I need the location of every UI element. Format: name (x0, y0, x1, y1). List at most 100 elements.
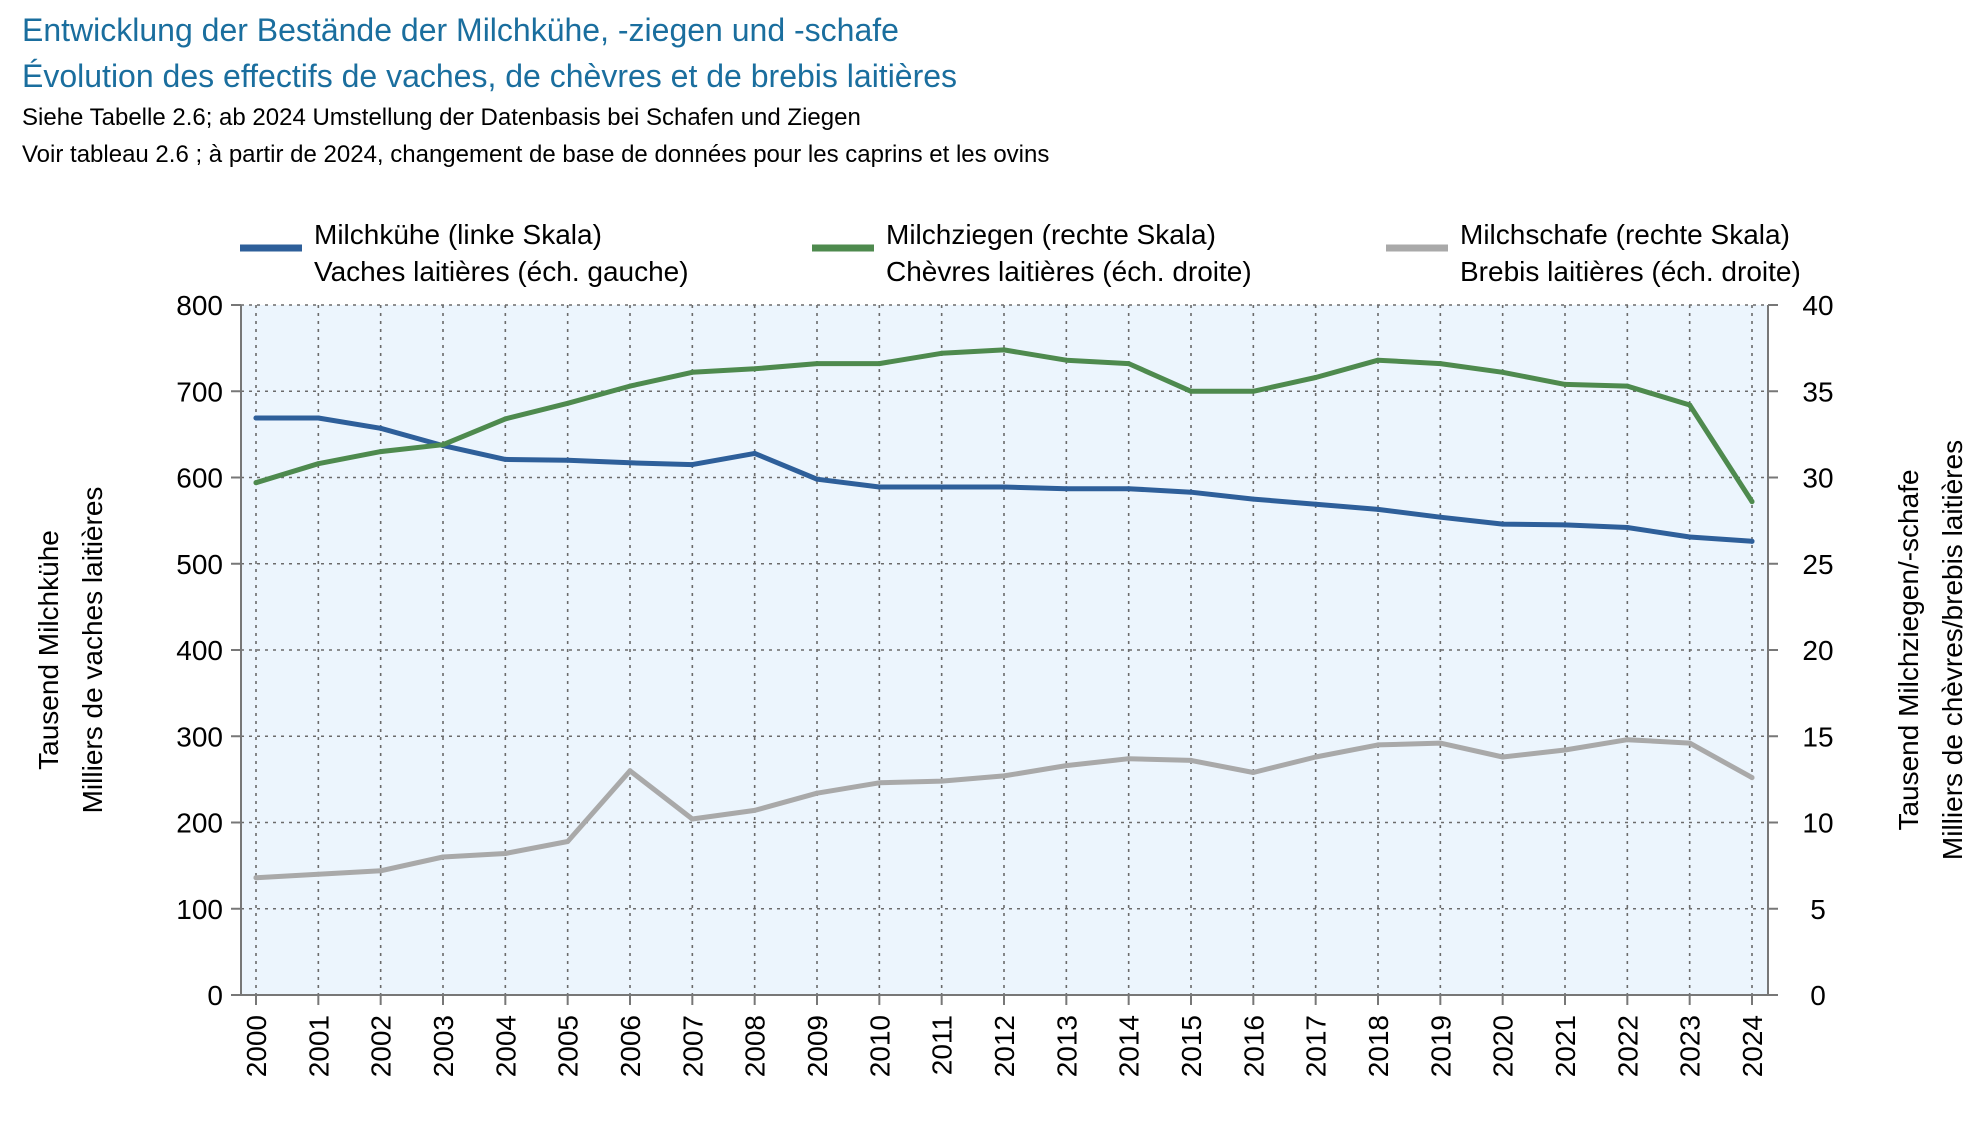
series-1-point (814, 476, 820, 482)
y-left-axis-title-fr: Milliers de vaches laitières (77, 487, 108, 814)
series-3-point (1624, 737, 1630, 743)
series-3-point (440, 854, 446, 860)
x-tick-label: 2000 (241, 1015, 272, 1077)
series-1-point (939, 484, 945, 490)
legend-label-de-2: Milchziegen (rechte Skala) (886, 219, 1216, 250)
y-left-axis-title-de: Tausend Milchkühe (33, 530, 64, 770)
series-1-point (1749, 538, 1755, 544)
series-2-point (1063, 357, 1069, 363)
x-tick-label: 2019 (1425, 1015, 1456, 1077)
series-1-point (627, 460, 633, 466)
x-tick-label: 2014 (1114, 1015, 1145, 1077)
x-tick-label: 2017 (1301, 1015, 1332, 1077)
y-right-tick-label: 25 (1802, 549, 1833, 580)
chart-note-fr: Voir tableau 2.6 ; à partir de 2024, cha… (22, 141, 1050, 168)
series-2-point (752, 366, 758, 372)
y-left-tick-label: 400 (176, 635, 223, 666)
series-1-point (315, 415, 321, 421)
y-right-tick-label: 20 (1802, 635, 1833, 666)
y-left-tick-label: 600 (176, 463, 223, 494)
series-2-point (1188, 388, 1194, 394)
chart-title-fr: Évolution des effectifs de vaches, de ch… (22, 58, 958, 94)
series-1-point (1562, 522, 1568, 528)
series-3-point (876, 780, 882, 786)
series-1-point (1687, 534, 1693, 540)
x-tick-label: 2024 (1737, 1015, 1768, 1077)
y-right-axis-title-de: Tausend Milchziegen/-schafe (1893, 469, 1924, 830)
x-tick-label: 2003 (428, 1015, 459, 1077)
series-2-point (1001, 347, 1007, 353)
series-2-point (502, 416, 508, 422)
x-tick-label: 2012 (989, 1015, 1020, 1077)
y-right-tick-label: 15 (1802, 721, 1833, 752)
series-2-point (1437, 361, 1443, 367)
series-3-point (627, 768, 633, 774)
y-left-tick-label: 300 (176, 721, 223, 752)
series-1-point (378, 425, 384, 431)
series-1-point (1437, 514, 1443, 520)
series-2-point (876, 361, 882, 367)
x-tick-label: 2016 (1238, 1015, 1269, 1077)
legend-label-de-1: Milchkühe (linke Skala) (314, 219, 602, 250)
y-left-tick-label: 200 (176, 808, 223, 839)
legend-label-de-3: Milchschafe (rechte Skala) (1460, 219, 1790, 250)
series-3-point (1250, 769, 1256, 775)
series-2-point (315, 461, 321, 467)
chart-title-de: Entwicklung der Bestände der Milchkühe, … (22, 12, 899, 48)
x-tick-label: 2008 (740, 1015, 771, 1077)
series-3-point (565, 838, 571, 844)
series-3-point (1375, 742, 1381, 748)
series-1-point (1313, 501, 1319, 507)
x-tick-label: 2009 (802, 1015, 833, 1077)
x-tick-label: 2013 (1051, 1015, 1082, 1077)
series-3-point (1749, 775, 1755, 781)
y-right-tick-label: 35 (1802, 376, 1833, 407)
legend-label-fr-1: Vaches laitières (éch. gauche) (314, 256, 689, 287)
series-3-point (502, 851, 508, 857)
series-3-point (1126, 756, 1132, 762)
series-1-point (689, 462, 695, 468)
series-2-point (1375, 357, 1381, 363)
y-left-tick-label: 700 (176, 376, 223, 407)
series-3-point (814, 790, 820, 796)
series-1-point (1126, 486, 1132, 492)
x-tick-label: 2021 (1550, 1015, 1581, 1077)
series-3-point (1188, 757, 1194, 763)
legend-label-fr-3: Brebis laitières (éch. droite) (1460, 256, 1801, 287)
series-3-point (1437, 740, 1443, 746)
series-3-point (1063, 763, 1069, 769)
y-right-tick-label: 0 (1810, 980, 1826, 1011)
chart-note-de: Siehe Tabelle 2.6; ab 2024 Umstellung de… (22, 104, 861, 131)
series-2-point (1126, 361, 1132, 367)
series-2-point (565, 400, 571, 406)
series-1-point (876, 484, 882, 490)
series-3-point (939, 778, 945, 784)
series-3-point (752, 807, 758, 813)
series-2-point (1500, 369, 1506, 375)
y-right-tick-label: 5 (1810, 894, 1826, 925)
series-1-point (1624, 525, 1630, 531)
series-1-point (1375, 506, 1381, 512)
series-3-point (689, 816, 695, 822)
x-tick-label: 2023 (1675, 1015, 1706, 1077)
series-1-point (1001, 484, 1007, 490)
series-3-point (1687, 740, 1693, 746)
series-3-point (253, 875, 259, 881)
y-right-tick-label: 10 (1802, 808, 1833, 839)
x-tick-label: 2018 (1363, 1015, 1394, 1077)
x-tick-label: 2001 (303, 1015, 334, 1077)
series-2-point (440, 442, 446, 448)
x-tick-label: 2011 (927, 1015, 958, 1075)
series-2-point (1687, 402, 1693, 408)
series-2-point (1250, 388, 1256, 394)
series-3-point (1500, 754, 1506, 760)
x-tick-label: 2020 (1488, 1015, 1519, 1077)
series-1-point (1500, 521, 1506, 527)
x-tick-label: 2010 (864, 1015, 895, 1077)
x-tick-label: 2002 (366, 1015, 397, 1077)
x-tick-label: 2015 (1176, 1015, 1207, 1077)
series-2-point (814, 361, 820, 367)
series-1-point (1063, 486, 1069, 492)
series-1-point (1188, 489, 1194, 495)
